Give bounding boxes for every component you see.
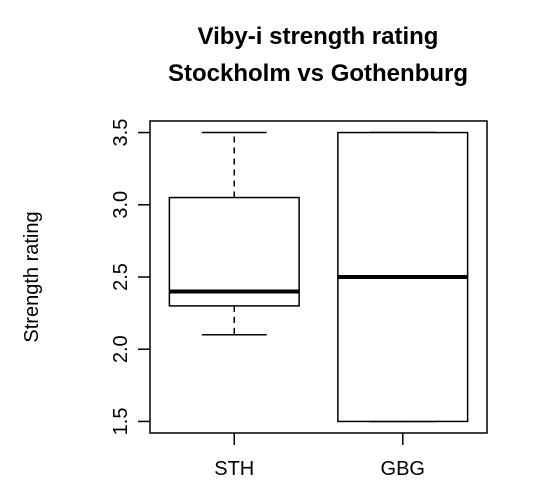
chart-title: Viby-i strength rating — [198, 23, 439, 50]
y-tick-label: 2.5 — [110, 263, 132, 291]
chart-title: Stockholm vs Gothenburg — [168, 60, 468, 87]
y-axis-label: Strength rating — [21, 211, 43, 342]
y-tick-label: 3.5 — [110, 119, 132, 147]
y-tick-label: 3.0 — [110, 191, 132, 219]
y-tick-label: 1.5 — [110, 408, 132, 436]
x-tick-label: GBG — [381, 458, 425, 480]
box — [168, 196, 300, 307]
x-tick-label: STH — [214, 458, 254, 480]
y-tick-label: 2.0 — [110, 335, 132, 363]
